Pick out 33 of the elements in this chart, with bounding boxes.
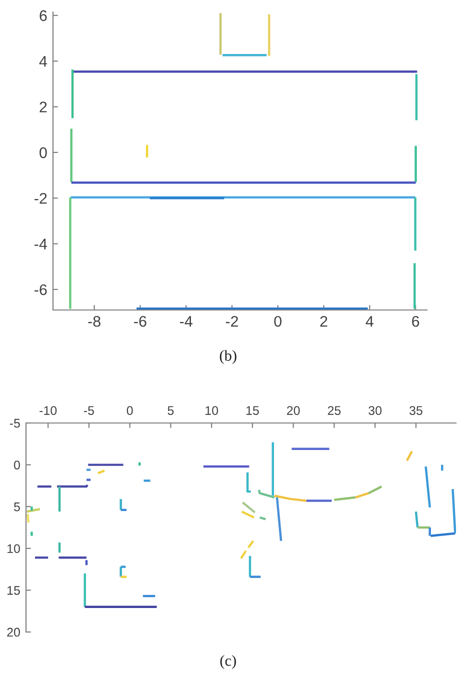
x-tick-label: 6: [412, 316, 420, 327]
y-tick-label: 2: [40, 102, 47, 112]
x-tick-label: -2: [226, 316, 238, 327]
x-tick-label: 15: [246, 406, 259, 415]
x-tick-label: -8: [88, 316, 100, 327]
y-tick-label: -5: [10, 418, 20, 428]
y-tick-label: 0: [14, 460, 20, 470]
y-tick-label: -2: [34, 192, 47, 204]
y-tick-label: 6: [40, 10, 47, 22]
x-tick-label: 2: [320, 316, 328, 327]
y-tick-label: 10: [7, 544, 20, 554]
text: (c): [220, 655, 236, 669]
x-tick-label: 25: [328, 406, 341, 415]
x-tick-label: -5: [84, 406, 94, 415]
x-tick-label: 0: [274, 316, 282, 327]
y-tick-label: 20: [7, 628, 20, 637]
x-tick-label: 20: [286, 406, 300, 415]
y-tick-label: 0: [40, 147, 47, 158]
x-tick-label: 0: [126, 406, 133, 415]
x-tick-label: 35: [409, 406, 422, 415]
x-tick-label: -4: [180, 316, 192, 327]
x-tick-label: -10: [40, 406, 57, 415]
x-tick-label: 4: [366, 316, 374, 327]
y-tick-label: 5: [14, 502, 20, 512]
x-tick-label: 10: [206, 406, 218, 415]
x-tick-label: 30: [368, 406, 382, 415]
y-tick-label: 4: [39, 56, 47, 67]
y-tick-label: -4: [34, 238, 47, 250]
x-tick-label: 5: [168, 406, 174, 415]
y-tick-label: 15: [7, 586, 20, 595]
y-tick-label: -6: [34, 284, 47, 296]
x-tick-label: -6: [134, 316, 146, 327]
text: (b): [220, 350, 236, 364]
